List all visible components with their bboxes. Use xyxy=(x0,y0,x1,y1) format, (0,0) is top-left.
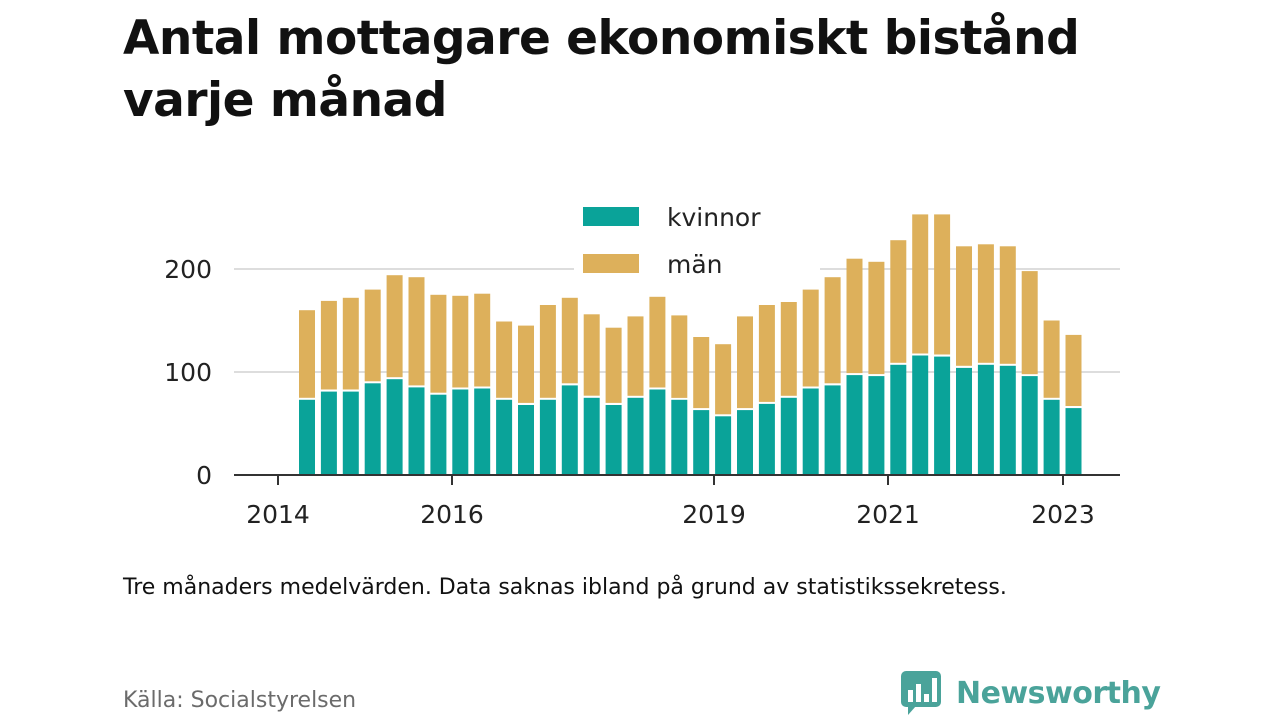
bar-kvinnor xyxy=(299,399,315,475)
bar-kvinnor xyxy=(868,376,885,475)
bar-kvinnor xyxy=(474,388,491,475)
bar-kvinnor xyxy=(956,367,972,475)
bar-man xyxy=(452,295,469,388)
bar-kvinnor xyxy=(1021,376,1038,475)
bar-kvinnor xyxy=(693,410,710,475)
bar-kvinnor xyxy=(408,387,425,475)
bar-man xyxy=(1021,271,1038,375)
brand-logo: Newsworthy xyxy=(900,670,1161,716)
legend-swatch-man xyxy=(583,254,639,273)
bar-kvinnor xyxy=(912,355,929,475)
bar-kvinnor xyxy=(671,399,688,475)
bar-man xyxy=(518,325,534,403)
x-tick-label: 2023 xyxy=(1031,500,1095,529)
x-tick-label: 2014 xyxy=(246,500,310,529)
legend: kvinnor män xyxy=(574,194,820,286)
bar-man xyxy=(693,337,710,409)
bar-man xyxy=(364,289,381,382)
bar-kvinnor xyxy=(824,385,841,475)
x-tick-label: 2021 xyxy=(856,500,920,529)
bar-kvinnor xyxy=(561,385,578,475)
y-axis-ticks: 0 100 200 xyxy=(164,255,212,490)
bar-man xyxy=(934,214,951,355)
y-tick-label: 200 xyxy=(164,255,212,284)
x-axis-ticks: 2014 2016 2019 2021 2023 xyxy=(246,475,1095,529)
bar-kvinnor xyxy=(583,397,600,476)
bar-kvinnor xyxy=(999,365,1016,475)
bar-kvinnor xyxy=(649,389,666,475)
bar-kvinnor xyxy=(846,375,863,475)
bar-kvinnor xyxy=(1043,399,1060,475)
bar-man xyxy=(824,277,841,384)
bar-man xyxy=(758,305,775,402)
bar-man xyxy=(496,321,513,398)
bar-man xyxy=(539,305,556,398)
bar-man xyxy=(474,293,491,387)
bar-kvinnor xyxy=(737,410,753,475)
bar-kvinnor xyxy=(605,405,622,475)
bar-man xyxy=(868,261,885,375)
y-tick-label: 0 xyxy=(196,461,212,490)
bar-man xyxy=(583,314,600,396)
bar-man xyxy=(890,240,907,363)
bar-kvinnor xyxy=(977,364,994,475)
bar-man xyxy=(342,297,359,390)
source-credit: Källa: Socialstyrelsen xyxy=(123,688,357,713)
bar-kvinnor xyxy=(715,416,732,475)
bars xyxy=(299,214,1082,476)
chart-title: Antal mottagare ekonomiskt bistånd varje… xyxy=(123,11,1080,128)
bar-man xyxy=(977,244,994,363)
legend-label-man: män xyxy=(667,250,723,279)
chart-note: Tre månaders medelvärden. Data saknas ib… xyxy=(123,575,1007,600)
bar-man xyxy=(299,310,315,398)
bar-kvinnor xyxy=(386,379,403,475)
bar-kvinnor xyxy=(758,403,775,475)
bar-man xyxy=(605,327,622,403)
bar-kvinnor xyxy=(364,383,381,475)
bar-man xyxy=(780,302,797,396)
bar-man xyxy=(561,297,578,384)
bar-kvinnor xyxy=(802,388,819,475)
bar-man xyxy=(737,316,753,409)
bar-man xyxy=(999,246,1016,364)
bar-man xyxy=(386,275,403,378)
bar-man xyxy=(649,296,666,388)
bar-kvinnor xyxy=(342,391,359,475)
bar-man xyxy=(408,277,425,386)
stacked-bar-chart: 2014 2016 2019 2021 2023 0 100 200 kvinnor män xyxy=(164,194,1120,529)
bar-kvinnor xyxy=(518,405,534,475)
bar-kvinnor xyxy=(320,391,337,475)
bar-kvinnor xyxy=(890,364,907,475)
bar-man xyxy=(627,316,644,396)
x-tick-label: 2016 xyxy=(420,500,484,529)
bar-kvinnor xyxy=(780,397,797,476)
bar-kvinnor xyxy=(430,394,447,475)
bar-man xyxy=(912,214,929,354)
bar-kvinnor xyxy=(496,399,513,475)
bar-man xyxy=(320,300,337,390)
brand-name: Newsworthy xyxy=(956,675,1161,711)
bar-kvinnor xyxy=(1065,408,1082,475)
bar-man xyxy=(671,315,688,398)
legend-label-kvinnor: kvinnor xyxy=(667,203,761,232)
bar-man xyxy=(430,294,447,393)
bar-man xyxy=(715,344,732,415)
x-tick-label: 2019 xyxy=(682,500,746,529)
legend-swatch-kvinnor xyxy=(583,207,639,226)
bar-kvinnor xyxy=(452,389,469,475)
bar-kvinnor xyxy=(539,399,556,475)
bar-man xyxy=(1043,320,1060,398)
bar-kvinnor xyxy=(627,397,644,476)
bar-kvinnor xyxy=(934,356,951,475)
y-tick-label: 100 xyxy=(164,358,212,387)
bar-man xyxy=(956,246,972,366)
bar-man xyxy=(846,258,863,374)
bar-man xyxy=(802,289,819,387)
bar-chart-speech-bubble-icon xyxy=(901,671,941,715)
bar-man xyxy=(1065,334,1082,406)
